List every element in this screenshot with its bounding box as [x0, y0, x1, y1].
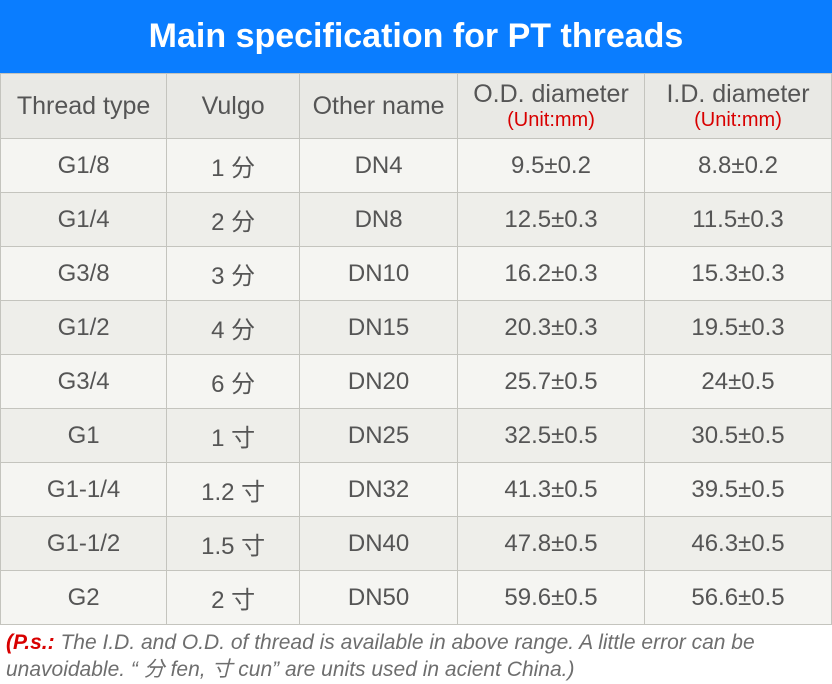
- cell-od: 47.8±0.5: [458, 517, 645, 571]
- cell-other-name: DN32: [300, 463, 458, 517]
- cell-od: 9.5±0.2: [458, 139, 645, 193]
- cell-other-name: DN8: [300, 193, 458, 247]
- cell-id: 11.5±0.3: [644, 193, 831, 247]
- footnote-text: The I.D. and O.D. of thread is available…: [6, 631, 755, 681]
- cell-od: 41.3±0.5: [458, 463, 645, 517]
- cell-vulgo: 2 寸: [167, 571, 300, 625]
- col-label: Other name: [313, 92, 445, 120]
- spec-table: Thread type Vulgo Other name O.D. diamet…: [0, 73, 832, 625]
- cell-vulgo: 1.2 寸: [167, 463, 300, 517]
- cell-thread-type: G3/4: [1, 355, 167, 409]
- cell-id: 46.3±0.5: [644, 517, 831, 571]
- cell-od: 59.6±0.5: [458, 571, 645, 625]
- cell-vulgo: 4 分: [167, 301, 300, 355]
- table-row: G3/4 6 分 DN20 25.7±0.5 24±0.5: [1, 355, 832, 409]
- col-label: O.D. diameter: [473, 80, 629, 108]
- cell-vulgo: 1 寸: [167, 409, 300, 463]
- cell-vulgo: 6 分: [167, 355, 300, 409]
- cell-other-name: DN4: [300, 139, 458, 193]
- cell-od: 16.2±0.3: [458, 247, 645, 301]
- spec-table-container: Main specification for PT threads Thread…: [0, 0, 832, 631]
- col-header-vulgo: Vulgo: [167, 74, 300, 139]
- cell-thread-type: G1/2: [1, 301, 167, 355]
- footnote-ps-label: (P.s.:: [6, 631, 55, 654]
- col-header-id: I.D. diameter (Unit:mm): [644, 74, 831, 139]
- cell-id: 24±0.5: [644, 355, 831, 409]
- table-row: G1/8 1 分 DN4 9.5±0.2 8.8±0.2: [1, 139, 832, 193]
- cell-other-name: DN40: [300, 517, 458, 571]
- cell-id: 56.6±0.5: [644, 571, 831, 625]
- table-body: G1/8 1 分 DN4 9.5±0.2 8.8±0.2 G1/4 2 分 DN…: [1, 139, 832, 625]
- table-header-row: Thread type Vulgo Other name O.D. diamet…: [1, 74, 832, 139]
- cell-other-name: DN10: [300, 247, 458, 301]
- col-unit: (Unit:mm): [460, 109, 642, 132]
- cell-id: 30.5±0.5: [644, 409, 831, 463]
- cell-id: 39.5±0.5: [644, 463, 831, 517]
- col-label: Vulgo: [202, 92, 265, 120]
- table-row: G1-1/4 1.2 寸 DN32 41.3±0.5 39.5±0.5: [1, 463, 832, 517]
- col-header-od: O.D. diameter (Unit:mm): [458, 74, 645, 139]
- table-row: G2 2 寸 DN50 59.6±0.5 56.6±0.5: [1, 571, 832, 625]
- cell-thread-type: G1/8: [1, 139, 167, 193]
- table-row: G1 1 寸 DN25 32.5±0.5 30.5±0.5: [1, 409, 832, 463]
- cell-other-name: DN50: [300, 571, 458, 625]
- table-row: G1/4 2 分 DN8 12.5±0.3 11.5±0.3: [1, 193, 832, 247]
- page-title: Main specification for PT threads: [0, 0, 832, 73]
- cell-od: 32.5±0.5: [458, 409, 645, 463]
- cell-thread-type: G2: [1, 571, 167, 625]
- cell-vulgo: 3 分: [167, 247, 300, 301]
- cell-vulgo: 1 分: [167, 139, 300, 193]
- col-label: I.D. diameter: [666, 80, 809, 108]
- col-header-other-name: Other name: [300, 74, 458, 139]
- cell-id: 19.5±0.3: [644, 301, 831, 355]
- cell-thread-type: G3/8: [1, 247, 167, 301]
- col-unit: (Unit:mm): [647, 109, 829, 132]
- cell-other-name: DN15: [300, 301, 458, 355]
- cell-thread-type: G1/4: [1, 193, 167, 247]
- cell-id: 15.3±0.3: [644, 247, 831, 301]
- cell-thread-type: G1-1/4: [1, 463, 167, 517]
- cell-vulgo: 1.5 寸: [167, 517, 300, 571]
- table-row: G3/8 3 分 DN10 16.2±0.3 15.3±0.3: [1, 247, 832, 301]
- cell-od: 25.7±0.5: [458, 355, 645, 409]
- cell-od: 20.3±0.3: [458, 301, 645, 355]
- col-label: Thread type: [17, 92, 150, 120]
- table-row: G1/2 4 分 DN15 20.3±0.3 19.5±0.3: [1, 301, 832, 355]
- table-row: G1-1/2 1.5 寸 DN40 47.8±0.5 46.3±0.5: [1, 517, 832, 571]
- col-header-thread-type: Thread type: [1, 74, 167, 139]
- footnote: (P.s.: The I.D. and O.D. of thread is av…: [0, 625, 832, 684]
- cell-thread-type: G1-1/2: [1, 517, 167, 571]
- cell-id: 8.8±0.2: [644, 139, 831, 193]
- cell-vulgo: 2 分: [167, 193, 300, 247]
- cell-other-name: DN20: [300, 355, 458, 409]
- cell-other-name: DN25: [300, 409, 458, 463]
- cell-thread-type: G1: [1, 409, 167, 463]
- cell-od: 12.5±0.3: [458, 193, 645, 247]
